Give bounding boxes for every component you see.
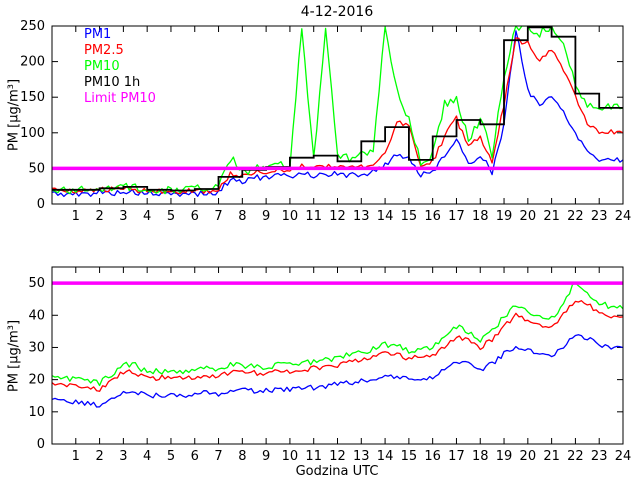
- x-tick-label: 17: [448, 209, 465, 224]
- x-tick-label: 15: [401, 209, 418, 224]
- y-tick-label: 20: [28, 373, 45, 388]
- x-axis-label: Godzina UTC: [295, 464, 379, 479]
- x-tick-label: 6: [191, 209, 199, 224]
- x-tick-label: 10: [282, 449, 299, 464]
- x-tick-label: 24: [615, 449, 632, 464]
- plot-border: [51, 266, 624, 445]
- y-tick-label: 0: [37, 197, 45, 212]
- series-line-PM10: [52, 282, 623, 387]
- x-tick-label: 9: [262, 209, 270, 224]
- legend: PM1 PM2.5 PM10 PM10 1h Limit PM10: [84, 27, 156, 107]
- x-tick-label: 10: [282, 209, 299, 224]
- y-tick-label: 30: [28, 340, 45, 355]
- plot-border: [51, 25, 624, 205]
- x-tick-label: 3: [119, 209, 127, 224]
- x-tick-label: 20: [520, 449, 537, 464]
- y-tick-label: 100: [20, 126, 45, 141]
- y-tick-label: 250: [20, 19, 45, 34]
- y-tick-label: 40: [28, 308, 45, 323]
- x-tick-label: 12: [329, 449, 346, 464]
- x-tick-label: 1: [72, 209, 80, 224]
- plot-1: 1 2 3 4 5 6 7 8 9 10 11 12 13 14 15 16 17 18 19 20 21 22 23 240…: [28, 266, 632, 464]
- x-tick-label: 18: [472, 209, 489, 224]
- x-tick-label: 13: [353, 209, 370, 224]
- legend-item-pm1: PM1: [84, 27, 112, 42]
- x-tick-label: 24: [615, 209, 632, 224]
- series-line-PM2.5: [52, 300, 623, 392]
- x-tick-label: 20: [520, 209, 537, 224]
- x-tick-label: 2: [95, 449, 103, 464]
- series-line-PM1: [52, 334, 623, 408]
- x-tick-label: 23: [591, 449, 608, 464]
- legend-item-pm10-1h: PM10 1h: [84, 75, 141, 90]
- series-step-PM10 1h: [52, 26, 623, 192]
- x-tick-label: 4: [143, 449, 151, 464]
- y-axis-label-top: PM [µg/m³]: [6, 78, 22, 152]
- y-axis-label-bottom: PM [µg/m³]: [6, 319, 22, 393]
- x-tick-label: 11: [305, 209, 322, 224]
- y-tick-label: 0: [37, 437, 45, 452]
- x-tick-label: 5: [167, 449, 175, 464]
- plot-0: 1 2 3 4 5 6 7 8 9 10 11 12 13 14 15 16 17 18 19 20 21 22 23 240…: [20, 19, 631, 224]
- x-tick-label: 14: [377, 209, 394, 224]
- x-tick-label: 16: [424, 449, 441, 464]
- y-tick-label: 50: [28, 161, 45, 176]
- x-tick-label: 22: [567, 209, 584, 224]
- x-tick-label: 7: [214, 209, 222, 224]
- x-tick-label: 19: [496, 449, 513, 464]
- x-tick-label: 4: [143, 209, 151, 224]
- x-tick-label: 7: [214, 449, 222, 464]
- x-tick-label: 21: [543, 449, 560, 464]
- x-tick-label: 22: [567, 449, 584, 464]
- x-tick-label: 2: [95, 209, 103, 224]
- legend-item-limit-pm10: Limit PM10: [84, 91, 156, 106]
- series-line-PM1: [52, 30, 623, 198]
- x-tick-label: 11: [305, 449, 322, 464]
- y-tick-label: 50: [28, 276, 45, 291]
- y-tick-label: 10: [28, 405, 45, 420]
- x-tick-label: 16: [424, 209, 441, 224]
- x-tick-label: 15: [401, 449, 418, 464]
- y-tick-label: 200: [20, 55, 45, 70]
- x-tick-label: 17: [448, 449, 465, 464]
- x-tick-label: 8: [238, 449, 246, 464]
- y-tick-label: 150: [20, 90, 45, 105]
- x-tick-label: 5: [167, 209, 175, 224]
- legend-item-pm25: PM2.5: [84, 43, 124, 58]
- x-tick-label: 13: [353, 449, 370, 464]
- x-tick-label: 1: [72, 449, 80, 464]
- x-tick-label: 21: [543, 209, 560, 224]
- legend-item-pm10: PM10: [84, 59, 120, 74]
- x-tick-label: 19: [496, 209, 513, 224]
- x-tick-label: 9: [262, 449, 270, 464]
- x-tick-label: 18: [472, 449, 489, 464]
- x-tick-label: 14: [377, 449, 394, 464]
- x-tick-label: 8: [238, 209, 246, 224]
- figure-title: 4-12-2016: [300, 4, 374, 20]
- x-tick-label: 6: [191, 449, 199, 464]
- x-tick-label: 23: [591, 209, 608, 224]
- x-tick-label: 3: [119, 449, 127, 464]
- x-tick-label: 12: [329, 209, 346, 224]
